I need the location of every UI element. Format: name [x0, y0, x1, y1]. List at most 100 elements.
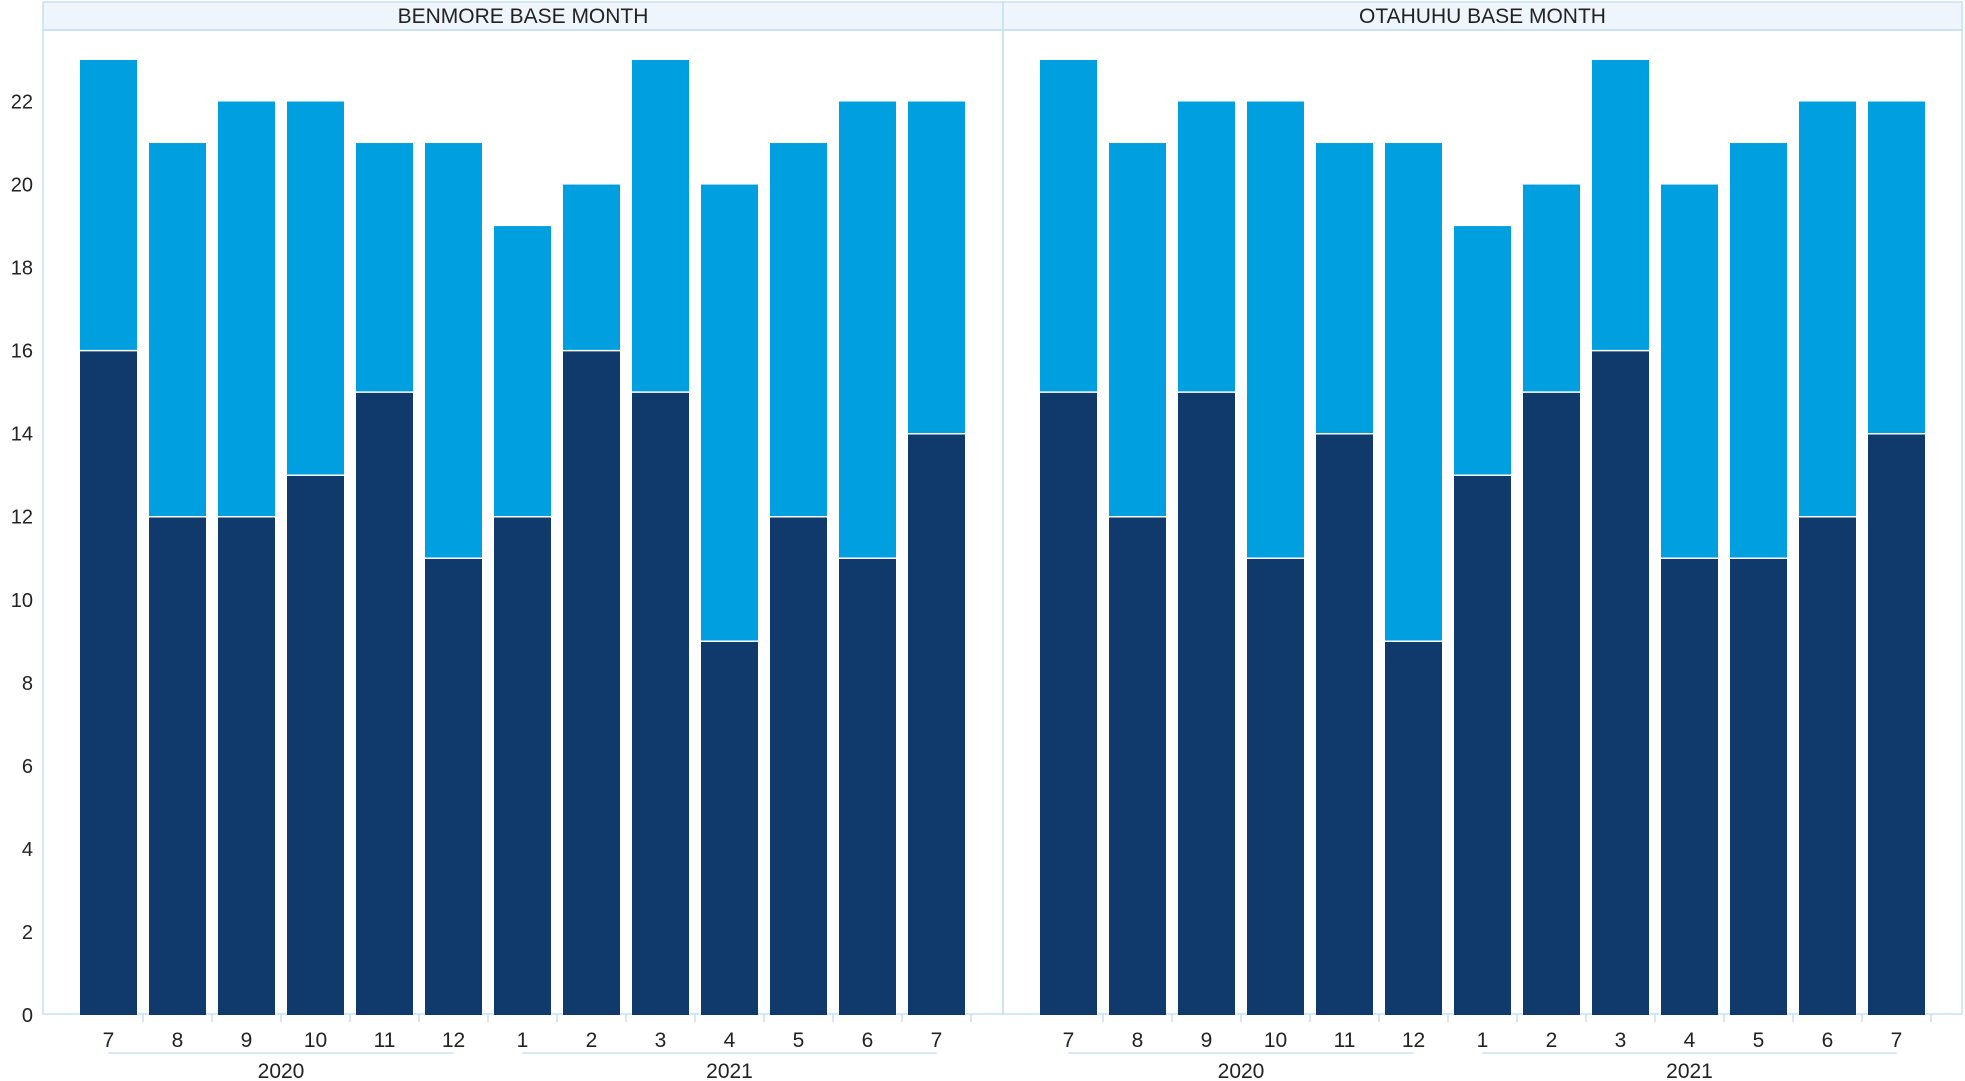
x-tick-label: 7 — [1063, 1029, 1075, 1052]
x-tick-label: 2 — [1546, 1029, 1558, 1052]
bar-top — [839, 101, 896, 559]
bar-top — [908, 101, 965, 434]
year-label: 2020 — [258, 1060, 305, 1081]
bar-top — [1178, 101, 1235, 393]
bar-bottom — [839, 558, 896, 1015]
bar-bottom — [149, 516, 206, 1015]
x-tick-label: 9 — [1201, 1029, 1213, 1052]
x-tick-label: 10 — [304, 1029, 327, 1052]
y-tick-label: 18 — [11, 258, 33, 280]
bar-bottom — [1592, 350, 1649, 1015]
bar-bottom — [218, 516, 275, 1015]
bar-bottom — [1316, 433, 1373, 1015]
bar-top — [1592, 60, 1649, 351]
bar-top — [287, 101, 344, 476]
bar-top — [632, 60, 689, 393]
y-tick-label: 4 — [22, 839, 33, 861]
bar-bottom — [1661, 558, 1718, 1015]
bar-top — [149, 143, 206, 517]
bar-bottom — [1247, 558, 1304, 1015]
x-tick-label: 6 — [1822, 1029, 1834, 1052]
x-tick-label: 12 — [1402, 1029, 1425, 1052]
year-label: 2021 — [1666, 1060, 1713, 1081]
x-tick-label: 11 — [1334, 1029, 1356, 1052]
bar-top — [1454, 226, 1511, 476]
bar-bottom — [1799, 516, 1856, 1015]
y-tick-label: 2 — [22, 922, 33, 944]
bar-bottom — [632, 392, 689, 1015]
x-tick-label: 8 — [1132, 1029, 1144, 1052]
bar-top — [563, 184, 620, 351]
bar-bottom — [563, 350, 620, 1015]
bar-top — [1247, 101, 1304, 559]
bar-top — [1040, 60, 1097, 393]
x-tick-label: 5 — [793, 1029, 805, 1052]
x-tick-label: 3 — [655, 1029, 667, 1052]
bar-bottom — [1040, 392, 1097, 1015]
x-tick-label: 2 — [586, 1029, 598, 1052]
x-tick-label: 7 — [931, 1029, 943, 1052]
x-tick-label: 6 — [862, 1029, 874, 1052]
panel-title: OTAHUHU BASE MONTH — [1359, 5, 1606, 28]
bar-bottom — [908, 433, 965, 1015]
bar-top — [1661, 184, 1718, 559]
bar-bottom — [356, 392, 413, 1015]
x-tick-label: 12 — [442, 1029, 465, 1052]
bar-top — [1109, 143, 1166, 517]
bar-bottom — [1730, 558, 1787, 1015]
bar-top — [1868, 101, 1925, 434]
bar-bottom — [770, 516, 827, 1015]
y-tick-label: 16 — [11, 341, 33, 363]
y-tick-label: 12 — [11, 507, 33, 529]
bar-top — [218, 101, 275, 517]
bar-bottom — [1868, 433, 1925, 1015]
x-tick-label: 4 — [724, 1029, 736, 1052]
x-tick-label: 1 — [517, 1029, 529, 1052]
bar-bottom — [1178, 392, 1235, 1015]
bar-top — [770, 143, 827, 517]
y-tick-label: 0 — [22, 1005, 33, 1027]
bar-top — [1316, 143, 1373, 434]
x-tick-label: 4 — [1684, 1029, 1696, 1052]
year-label: 2020 — [1218, 1060, 1265, 1081]
bar-bottom — [425, 558, 482, 1015]
y-tick-label: 22 — [11, 92, 33, 114]
bar-bottom — [1385, 641, 1442, 1015]
bar-top — [494, 226, 551, 517]
x-tick-label: 7 — [1891, 1029, 1903, 1052]
x-tick-label: 5 — [1753, 1029, 1765, 1052]
panel-title: BENMORE BASE MONTH — [398, 5, 649, 28]
y-tick-label: 8 — [22, 673, 33, 695]
bar-bottom — [701, 641, 758, 1015]
bar-bottom — [80, 350, 137, 1015]
y-tick-label: 10 — [11, 590, 33, 612]
y-tick-label: 14 — [11, 424, 33, 446]
y-tick-label: 20 — [11, 175, 33, 197]
bar-bottom — [494, 516, 551, 1015]
x-tick-label: 9 — [241, 1029, 253, 1052]
bar-top — [1523, 184, 1580, 393]
bar-top — [1385, 143, 1442, 642]
x-tick-label: 1 — [1477, 1029, 1489, 1052]
bar-bottom — [1523, 392, 1580, 1015]
year-label: 2021 — [706, 1060, 753, 1081]
bar-bottom — [287, 475, 344, 1015]
bar-top — [80, 60, 137, 351]
bar-top — [425, 143, 482, 559]
bar-top — [1730, 143, 1787, 559]
x-tick-label: 3 — [1615, 1029, 1627, 1052]
bar-bottom — [1454, 475, 1511, 1015]
bar-top — [1799, 101, 1856, 517]
x-tick-label: 8 — [172, 1029, 184, 1052]
x-tick-label: 7 — [103, 1029, 115, 1052]
bar-top — [701, 184, 758, 642]
x-tick-label: 11 — [374, 1029, 396, 1052]
bar-top — [356, 143, 413, 393]
x-tick-label: 10 — [1264, 1029, 1287, 1052]
bar-bottom — [1109, 516, 1166, 1015]
panel-header — [42, 1, 1004, 31]
y-tick-label: 6 — [22, 756, 33, 778]
